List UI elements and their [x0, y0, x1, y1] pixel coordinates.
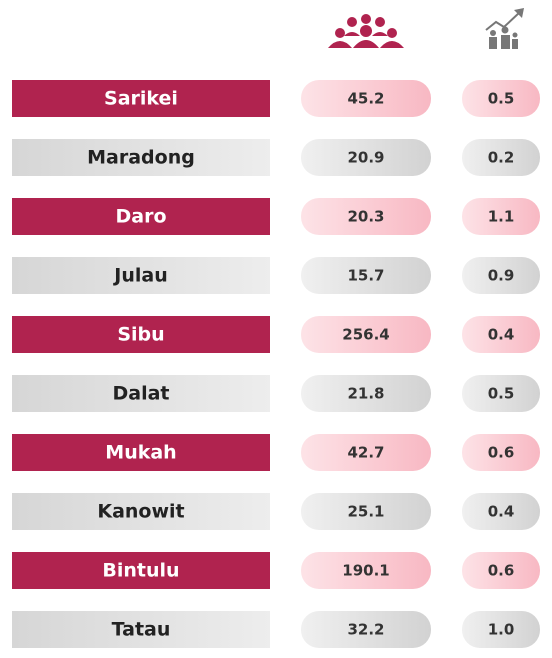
name: Daro: [115, 206, 166, 228]
growth: 0.6: [488, 562, 515, 580]
name-cell: [12, 552, 270, 589]
growth: 0.5: [488, 90, 515, 108]
name: Maradong: [87, 147, 195, 169]
name-cell: [12, 375, 270, 412]
population-pill: [301, 611, 431, 648]
population-pill: [301, 552, 431, 589]
growth: 1.1: [488, 208, 515, 226]
growth-pill: [462, 552, 540, 589]
growth-pill: [462, 493, 540, 530]
growth: 0.4: [488, 503, 515, 521]
population-pill: [301, 198, 431, 235]
name-cell: [12, 257, 270, 294]
growth: 0.2: [488, 149, 515, 167]
population: 21.8: [347, 385, 384, 403]
name-cell: [12, 434, 270, 471]
growth-pill: [462, 139, 540, 176]
name: Kanowit: [97, 501, 184, 523]
growth-pill: [462, 198, 540, 235]
population: 32.2: [347, 621, 384, 639]
name: Tatau: [112, 619, 171, 641]
name-cell: [12, 611, 270, 648]
name: Bintulu: [102, 560, 179, 582]
population: 25.1: [347, 503, 384, 521]
population: 20.9: [347, 149, 384, 167]
name: Sibu: [117, 324, 164, 346]
name-cell: [12, 316, 270, 353]
growth: 0.9: [488, 267, 515, 285]
growth: 1.0: [488, 621, 515, 639]
population-pill: [301, 493, 431, 530]
population: 20.3: [347, 208, 384, 226]
name-cell: [12, 80, 270, 117]
growth: 0.6: [488, 444, 515, 462]
growth: 0.5: [488, 385, 515, 403]
growth-icon: [485, 8, 524, 49]
population-pill: [301, 139, 431, 176]
growth-pill: [462, 375, 540, 412]
name-cell: [12, 139, 270, 176]
name: Julau: [112, 265, 167, 287]
population: 42.7: [347, 444, 384, 462]
growth-pill: [462, 257, 540, 294]
name-cell: [12, 198, 270, 235]
name-cell: [12, 493, 270, 530]
name: Dalat: [112, 383, 169, 405]
population-icon: [328, 14, 404, 48]
growth: 0.4: [488, 326, 515, 344]
population: 15.7: [347, 267, 384, 285]
population-pill: [301, 80, 431, 117]
population: 45.2: [347, 90, 384, 108]
growth-pill: [462, 434, 540, 471]
population-pill: [301, 316, 431, 353]
name: Mukah: [105, 442, 176, 464]
name: Sarikei: [104, 88, 178, 110]
population: 190.1: [342, 562, 389, 580]
growth-pill: [462, 611, 540, 648]
population-pill: [301, 375, 431, 412]
population-pill: [301, 257, 431, 294]
population: 256.4: [342, 326, 389, 344]
growth-pill: [462, 316, 540, 353]
population-pill: [301, 434, 431, 471]
growth-pill: [462, 80, 540, 117]
